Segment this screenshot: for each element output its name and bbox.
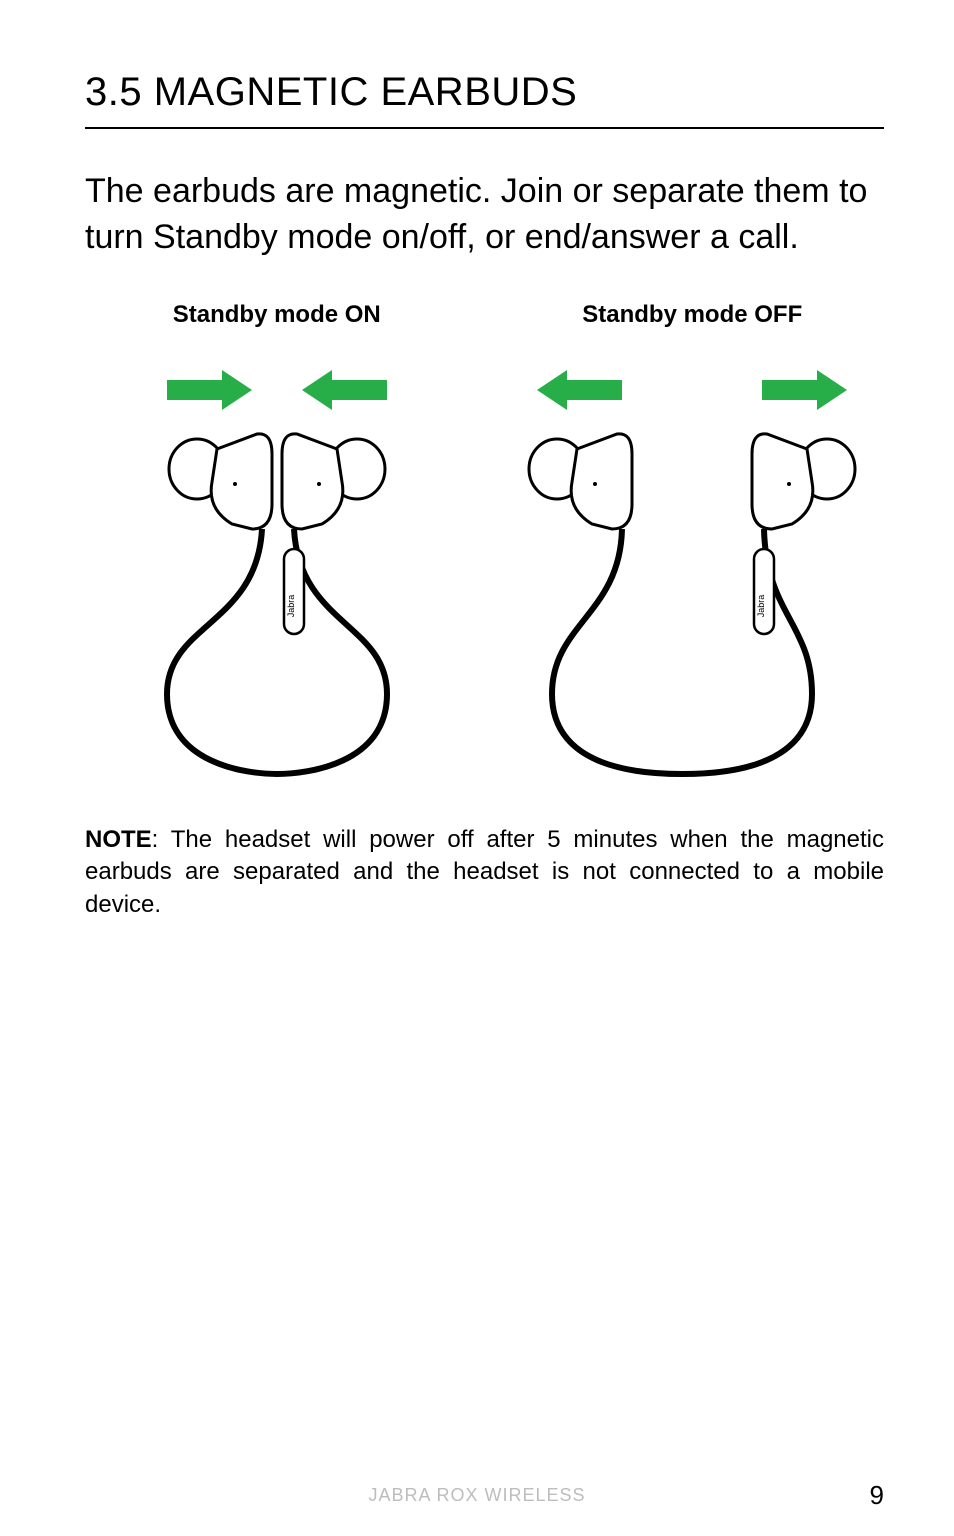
- body-paragraph: The earbuds are magnetic. Join or separa…: [85, 169, 884, 261]
- diagram-label-off: Standby mode OFF: [500, 301, 884, 329]
- note-paragraph: NOTE: The headset will power off after 5…: [85, 824, 884, 921]
- cable-brand-label: Jabra: [756, 595, 766, 618]
- note-label: NOTE: [85, 826, 152, 853]
- page-footer: JABRA ROX WIRELESS 9: [0, 1485, 954, 1506]
- earbuds-joined-illustration: Jabra: [107, 354, 447, 784]
- diagram-standby-off: Standby mode OFF: [500, 301, 884, 784]
- diagram-standby-on: Standby mode ON: [85, 301, 469, 784]
- arrow-left-icon: [537, 370, 622, 410]
- cable-brand-label: Jabra: [286, 595, 296, 618]
- arrow-left-icon: [302, 370, 387, 410]
- arrow-right-icon: [167, 370, 252, 410]
- section-title: 3.5 MAGNETIC EARBUDS: [85, 70, 884, 129]
- diagram-label-on: Standby mode ON: [85, 301, 469, 329]
- page-number: 9: [870, 1480, 884, 1511]
- diagram-row: Standby mode ON: [85, 301, 884, 784]
- footer-product-name: JABRA ROX WIRELESS: [368, 1485, 585, 1506]
- arrow-right-icon: [762, 370, 847, 410]
- earbuds-separated-illustration: Jabra: [502, 354, 882, 784]
- note-body: : The headset will power off after 5 min…: [85, 826, 884, 918]
